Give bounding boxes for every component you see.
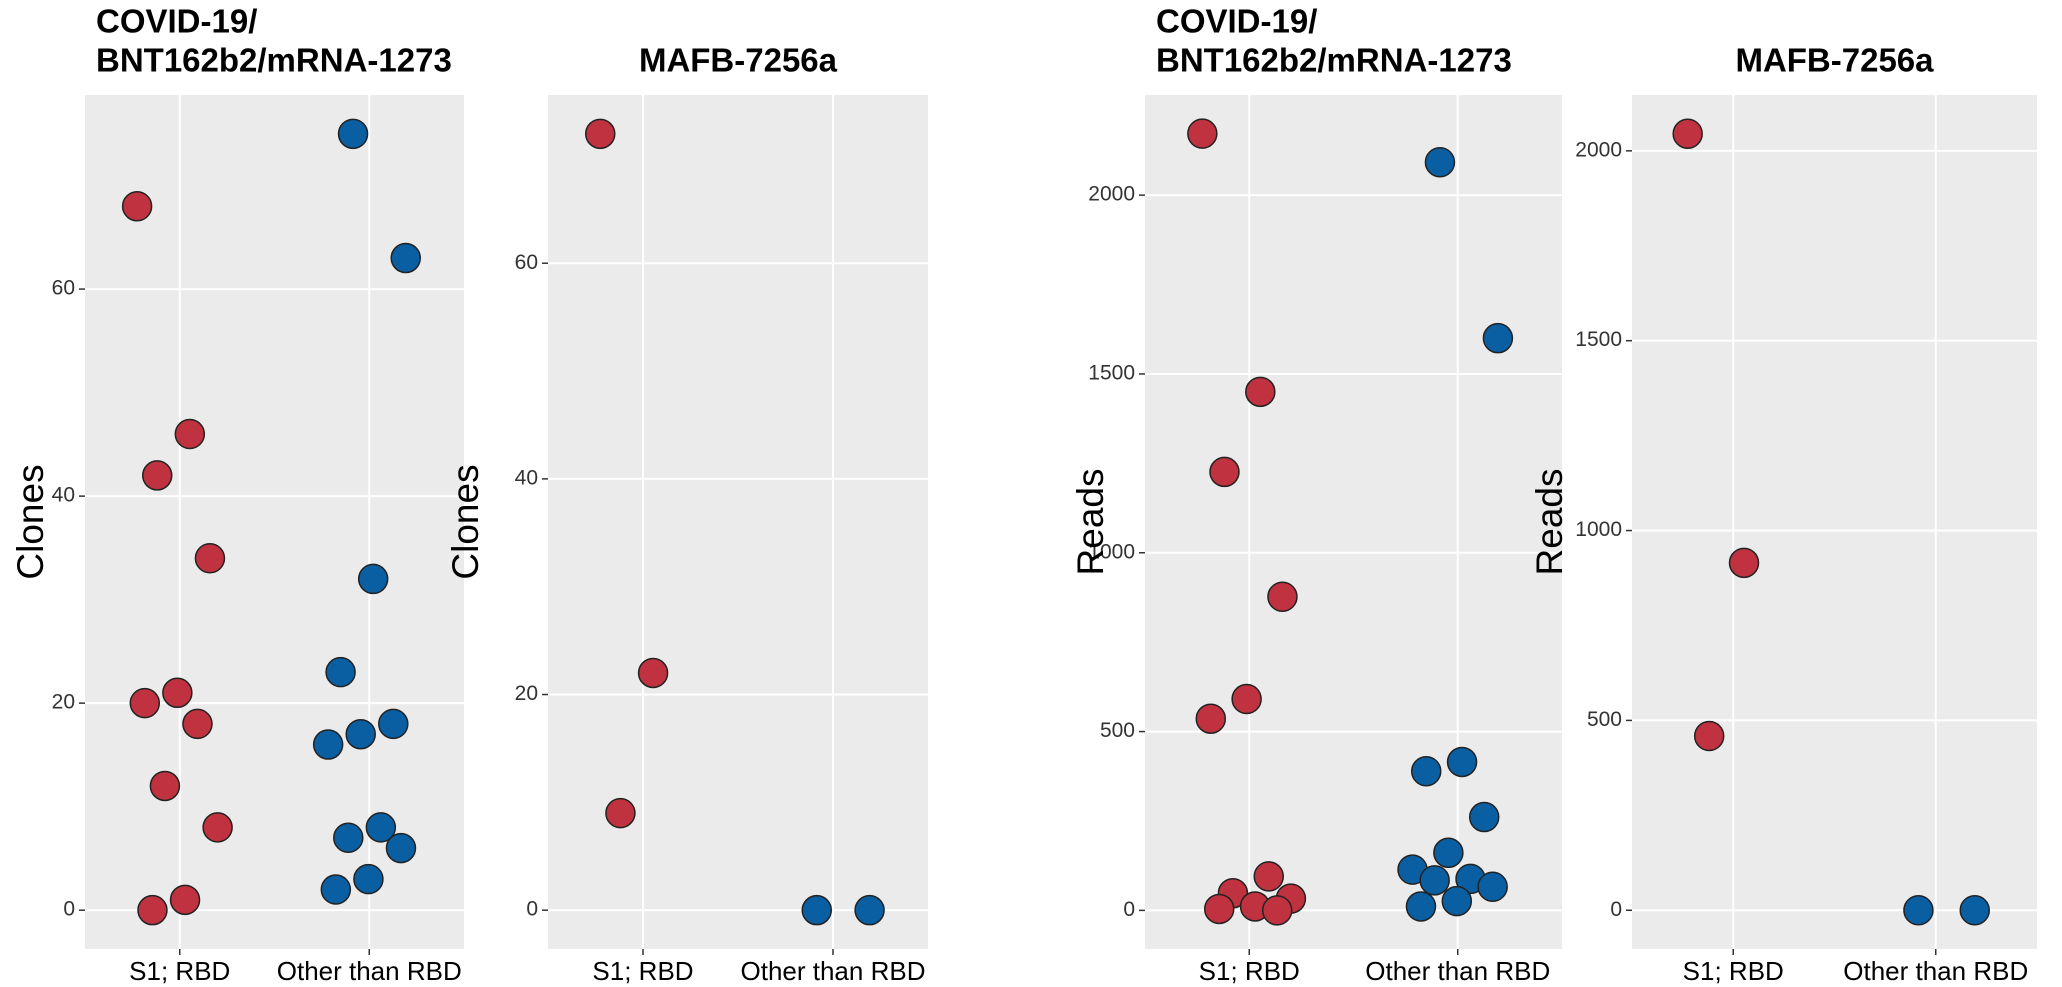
point bbox=[378, 708, 409, 740]
x-tick-label: Other than RBD bbox=[1365, 956, 1550, 986]
y-tick-label: 60 bbox=[515, 251, 538, 274]
x-tick-label: S1; RBD bbox=[1683, 956, 1784, 986]
x-tick-label: Other than RBD bbox=[1843, 956, 2028, 986]
point bbox=[1446, 746, 1478, 778]
point bbox=[1672, 118, 1703, 149]
point bbox=[1195, 703, 1227, 734]
point bbox=[149, 770, 181, 802]
y-tick-label: 0 bbox=[1123, 898, 1135, 921]
y-tick-label: 500 bbox=[1587, 708, 1622, 731]
y-tick-label: 2000 bbox=[1575, 138, 1622, 161]
panel-background bbox=[548, 95, 928, 949]
point bbox=[325, 656, 356, 688]
panel-title: BNT162b2/mRNA-1273 bbox=[1156, 42, 1512, 79]
panel-background bbox=[1145, 95, 1562, 949]
point bbox=[1693, 720, 1725, 752]
point bbox=[174, 418, 206, 450]
point bbox=[202, 812, 233, 843]
x-tick-label: S1; RBD bbox=[1199, 956, 1300, 986]
point bbox=[121, 191, 153, 222]
point bbox=[1209, 456, 1240, 488]
point bbox=[182, 708, 213, 740]
y-tick-label: 0 bbox=[526, 898, 538, 921]
y-tick-label: 20 bbox=[52, 691, 75, 714]
point bbox=[337, 118, 369, 150]
point bbox=[1728, 547, 1760, 579]
point bbox=[854, 894, 885, 926]
point bbox=[637, 657, 669, 689]
x-tick-label: S1; RBD bbox=[592, 956, 693, 986]
y-tick-label: 40 bbox=[515, 466, 538, 489]
point bbox=[129, 687, 161, 719]
point bbox=[1231, 683, 1262, 715]
point bbox=[1433, 837, 1464, 869]
point bbox=[1959, 895, 1991, 926]
x-tick-label: Other than RBD bbox=[741, 956, 926, 986]
x-tick-label: Other than RBD bbox=[277, 956, 462, 986]
point bbox=[1245, 376, 1276, 408]
x-tick-label: S1; RBD bbox=[129, 956, 230, 986]
y-tick-label: 0 bbox=[1610, 898, 1622, 921]
point bbox=[585, 118, 616, 150]
panel-title: MAFB-7256a bbox=[1735, 42, 1934, 79]
y-tick-label: 60 bbox=[52, 277, 75, 300]
point bbox=[1441, 885, 1473, 917]
point bbox=[801, 894, 833, 926]
point bbox=[1424, 146, 1456, 178]
point bbox=[1410, 756, 1442, 787]
point bbox=[1903, 895, 1934, 926]
point bbox=[333, 822, 364, 853]
y-tick-label: 1000 bbox=[1575, 518, 1622, 541]
point bbox=[365, 812, 397, 843]
point bbox=[605, 797, 636, 829]
y-tick-label: 0 bbox=[63, 898, 75, 921]
point bbox=[1419, 865, 1450, 896]
point bbox=[141, 460, 173, 491]
point bbox=[1468, 801, 1500, 833]
panel-title: BNT162b2/mRNA-1273 bbox=[96, 42, 452, 79]
panel-title: COVID-19/ bbox=[96, 3, 257, 40]
panel-background bbox=[85, 95, 464, 949]
point bbox=[1477, 871, 1508, 903]
point bbox=[1482, 322, 1514, 354]
point bbox=[194, 542, 226, 574]
point bbox=[320, 874, 352, 905]
point bbox=[1253, 861, 1285, 892]
point bbox=[1187, 118, 1218, 149]
point bbox=[312, 729, 344, 760]
y-tick-label: 1500 bbox=[1088, 361, 1135, 384]
point bbox=[137, 894, 168, 926]
panel-title: COVID-19/ bbox=[1156, 3, 1317, 40]
y-axis-label: Clones bbox=[445, 464, 486, 579]
point bbox=[1261, 895, 1293, 926]
panel-background bbox=[1632, 95, 2037, 949]
y-axis-label: Clones bbox=[10, 464, 51, 579]
point bbox=[353, 863, 384, 895]
point bbox=[1405, 891, 1437, 922]
y-axis-label: Reads bbox=[1529, 469, 1570, 576]
y-tick-label: 20 bbox=[515, 682, 538, 705]
y-tick-label: 40 bbox=[52, 484, 75, 507]
y-tick-label: 2000 bbox=[1088, 183, 1135, 206]
point bbox=[162, 677, 193, 709]
point bbox=[357, 563, 389, 595]
panel-title: MAFB-7256a bbox=[639, 42, 838, 79]
y-tick-label: 500 bbox=[1100, 719, 1135, 742]
point bbox=[169, 884, 201, 916]
point bbox=[385, 832, 417, 864]
point bbox=[345, 718, 376, 750]
y-tick-label: 1000 bbox=[1088, 540, 1135, 563]
point bbox=[1267, 581, 1298, 612]
point bbox=[390, 242, 421, 274]
point bbox=[1203, 893, 1235, 925]
y-tick-label: 1500 bbox=[1575, 328, 1622, 351]
y-axis-label: Reads bbox=[1070, 469, 1111, 576]
